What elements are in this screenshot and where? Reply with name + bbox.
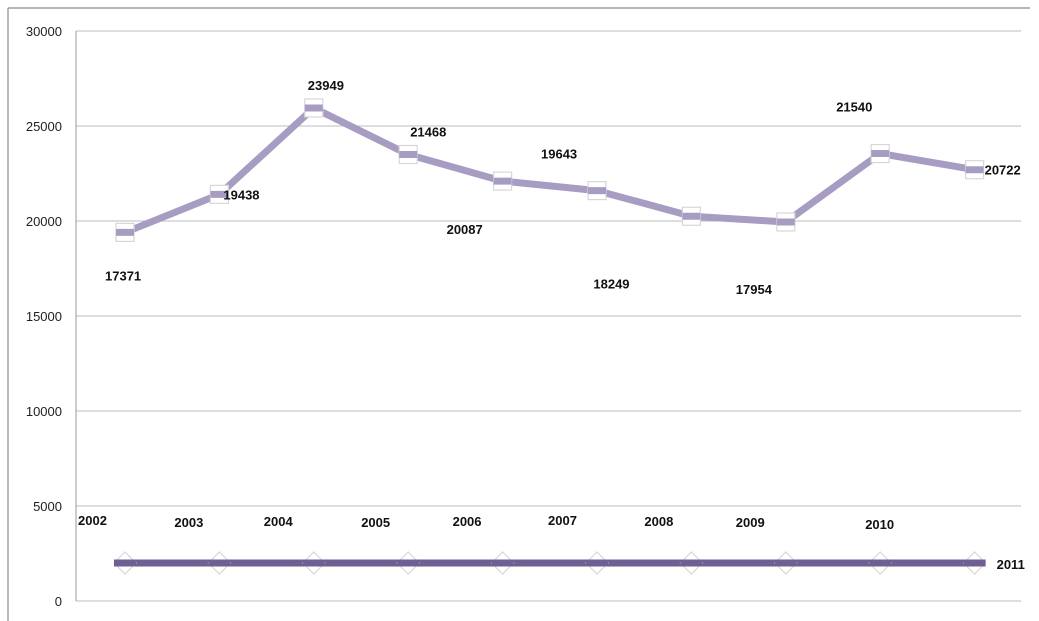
- data-label: 2006: [453, 514, 482, 529]
- y-tick-label: 5000: [33, 499, 62, 514]
- data-label: 21540: [836, 100, 872, 115]
- data-label: 2007: [548, 513, 577, 528]
- data-label: 18249: [593, 276, 629, 291]
- data-label: 2002: [78, 513, 107, 528]
- series-line-1: [121, 104, 979, 236]
- y-tick-label: 10000: [26, 404, 62, 419]
- y-tick-label: 0: [55, 594, 62, 609]
- data-label: 17371: [105, 268, 141, 283]
- data-label: 17954: [736, 282, 773, 297]
- data-label: 2004: [264, 514, 294, 529]
- data-label: 21468: [410, 125, 446, 140]
- y-tick-label: 30000: [26, 24, 62, 39]
- data-label: 2010: [865, 517, 894, 532]
- data-label: 2005: [361, 515, 390, 530]
- data-label: 19643: [541, 147, 577, 162]
- data-label: 20722: [985, 163, 1021, 178]
- data-label: 23949: [308, 78, 344, 93]
- data-label: 20087: [447, 222, 483, 237]
- data-label: 2008: [644, 514, 673, 529]
- data-label: 2003: [174, 515, 203, 530]
- y-tick-label: 25000: [26, 119, 62, 134]
- y-tick-label: 20000: [26, 214, 62, 229]
- data-label: 19438: [223, 187, 259, 202]
- data-label: 2009: [736, 515, 765, 530]
- data-label: 2011: [997, 557, 1025, 572]
- y-tick-label: 15000: [26, 309, 62, 324]
